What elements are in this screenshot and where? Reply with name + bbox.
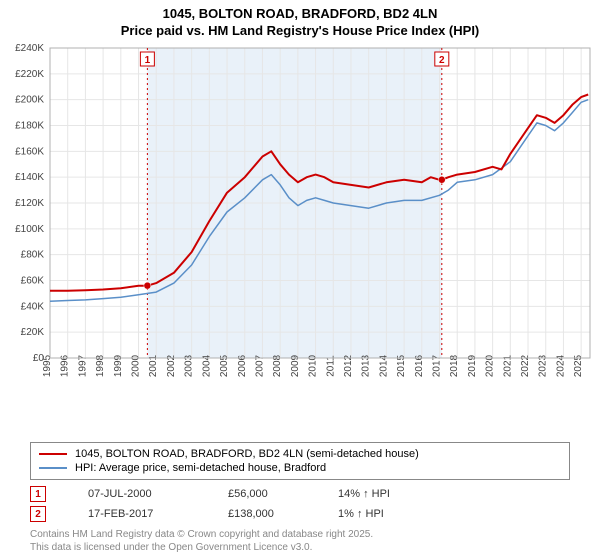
legend-box: 1045, BOLTON ROAD, BRADFORD, BD2 4LN (se…	[30, 442, 570, 480]
title-subtitle: Price paid vs. HM Land Registry's House …	[0, 23, 600, 38]
legend-row-series1: 1045, BOLTON ROAD, BRADFORD, BD2 4LN (se…	[39, 447, 561, 461]
footnote-line2: This data is licensed under the Open Gov…	[30, 541, 570, 554]
legend-row-series2: HPI: Average price, semi-detached house,…	[39, 461, 561, 475]
legend-label-series2: HPI: Average price, semi-detached house,…	[75, 462, 326, 474]
legend-swatch-series2	[39, 467, 67, 469]
legend-label-series1: 1045, BOLTON ROAD, BRADFORD, BD2 4LN (se…	[75, 448, 419, 460]
svg-text:£160K: £160K	[15, 146, 44, 157]
marker-date-2: 17-FEB-2017	[88, 508, 198, 520]
marker-delta-2: 1% ↑ HPI	[338, 508, 384, 520]
marker-table: 1 07-JUL-2000 £56,000 14% ↑ HPI 2 17-FEB…	[30, 484, 570, 524]
svg-text:£20K: £20K	[21, 327, 45, 338]
svg-text:£220K: £220K	[15, 69, 44, 80]
marker-row-1: 1 07-JUL-2000 £56,000 14% ↑ HPI	[30, 484, 570, 504]
title-block: 1045, BOLTON ROAD, BRADFORD, BD2 4LN Pri…	[0, 0, 600, 38]
svg-text:£40K: £40K	[21, 301, 45, 312]
svg-text:£180K: £180K	[15, 121, 44, 132]
svg-text:2: 2	[439, 55, 445, 66]
legend-swatch-series1	[39, 453, 67, 455]
marker-row-2: 2 17-FEB-2017 £138,000 1% ↑ HPI	[30, 504, 570, 524]
svg-text:£240K: £240K	[15, 43, 44, 54]
marker-price-1: £56,000	[228, 488, 308, 500]
footnote-line1: Contains HM Land Registry data © Crown c…	[30, 528, 570, 541]
chart-svg: £0£20K£40K£60K£80K£100K£120K£140K£160K£1…	[0, 38, 600, 398]
svg-text:£80K: £80K	[21, 250, 45, 261]
title-address: 1045, BOLTON ROAD, BRADFORD, BD2 4LN	[0, 6, 600, 21]
marker-badge-2: 2	[30, 506, 46, 522]
svg-text:£60K: £60K	[21, 276, 45, 287]
marker-date-1: 07-JUL-2000	[88, 488, 198, 500]
marker-delta-1: 14% ↑ HPI	[338, 488, 390, 500]
svg-text:£140K: £140K	[15, 172, 44, 183]
svg-text:1: 1	[145, 55, 151, 66]
chart-area: £0£20K£40K£60K£80K£100K£120K£140K£160K£1…	[0, 38, 600, 438]
svg-text:£200K: £200K	[15, 95, 44, 106]
chart-container: 1045, BOLTON ROAD, BRADFORD, BD2 4LN Pri…	[0, 0, 600, 560]
footnote: Contains HM Land Registry data © Crown c…	[30, 528, 570, 554]
marker-price-2: £138,000	[228, 508, 308, 520]
svg-text:£120K: £120K	[15, 198, 44, 209]
marker-badge-1: 1	[30, 486, 46, 502]
svg-text:£100K: £100K	[15, 224, 44, 235]
